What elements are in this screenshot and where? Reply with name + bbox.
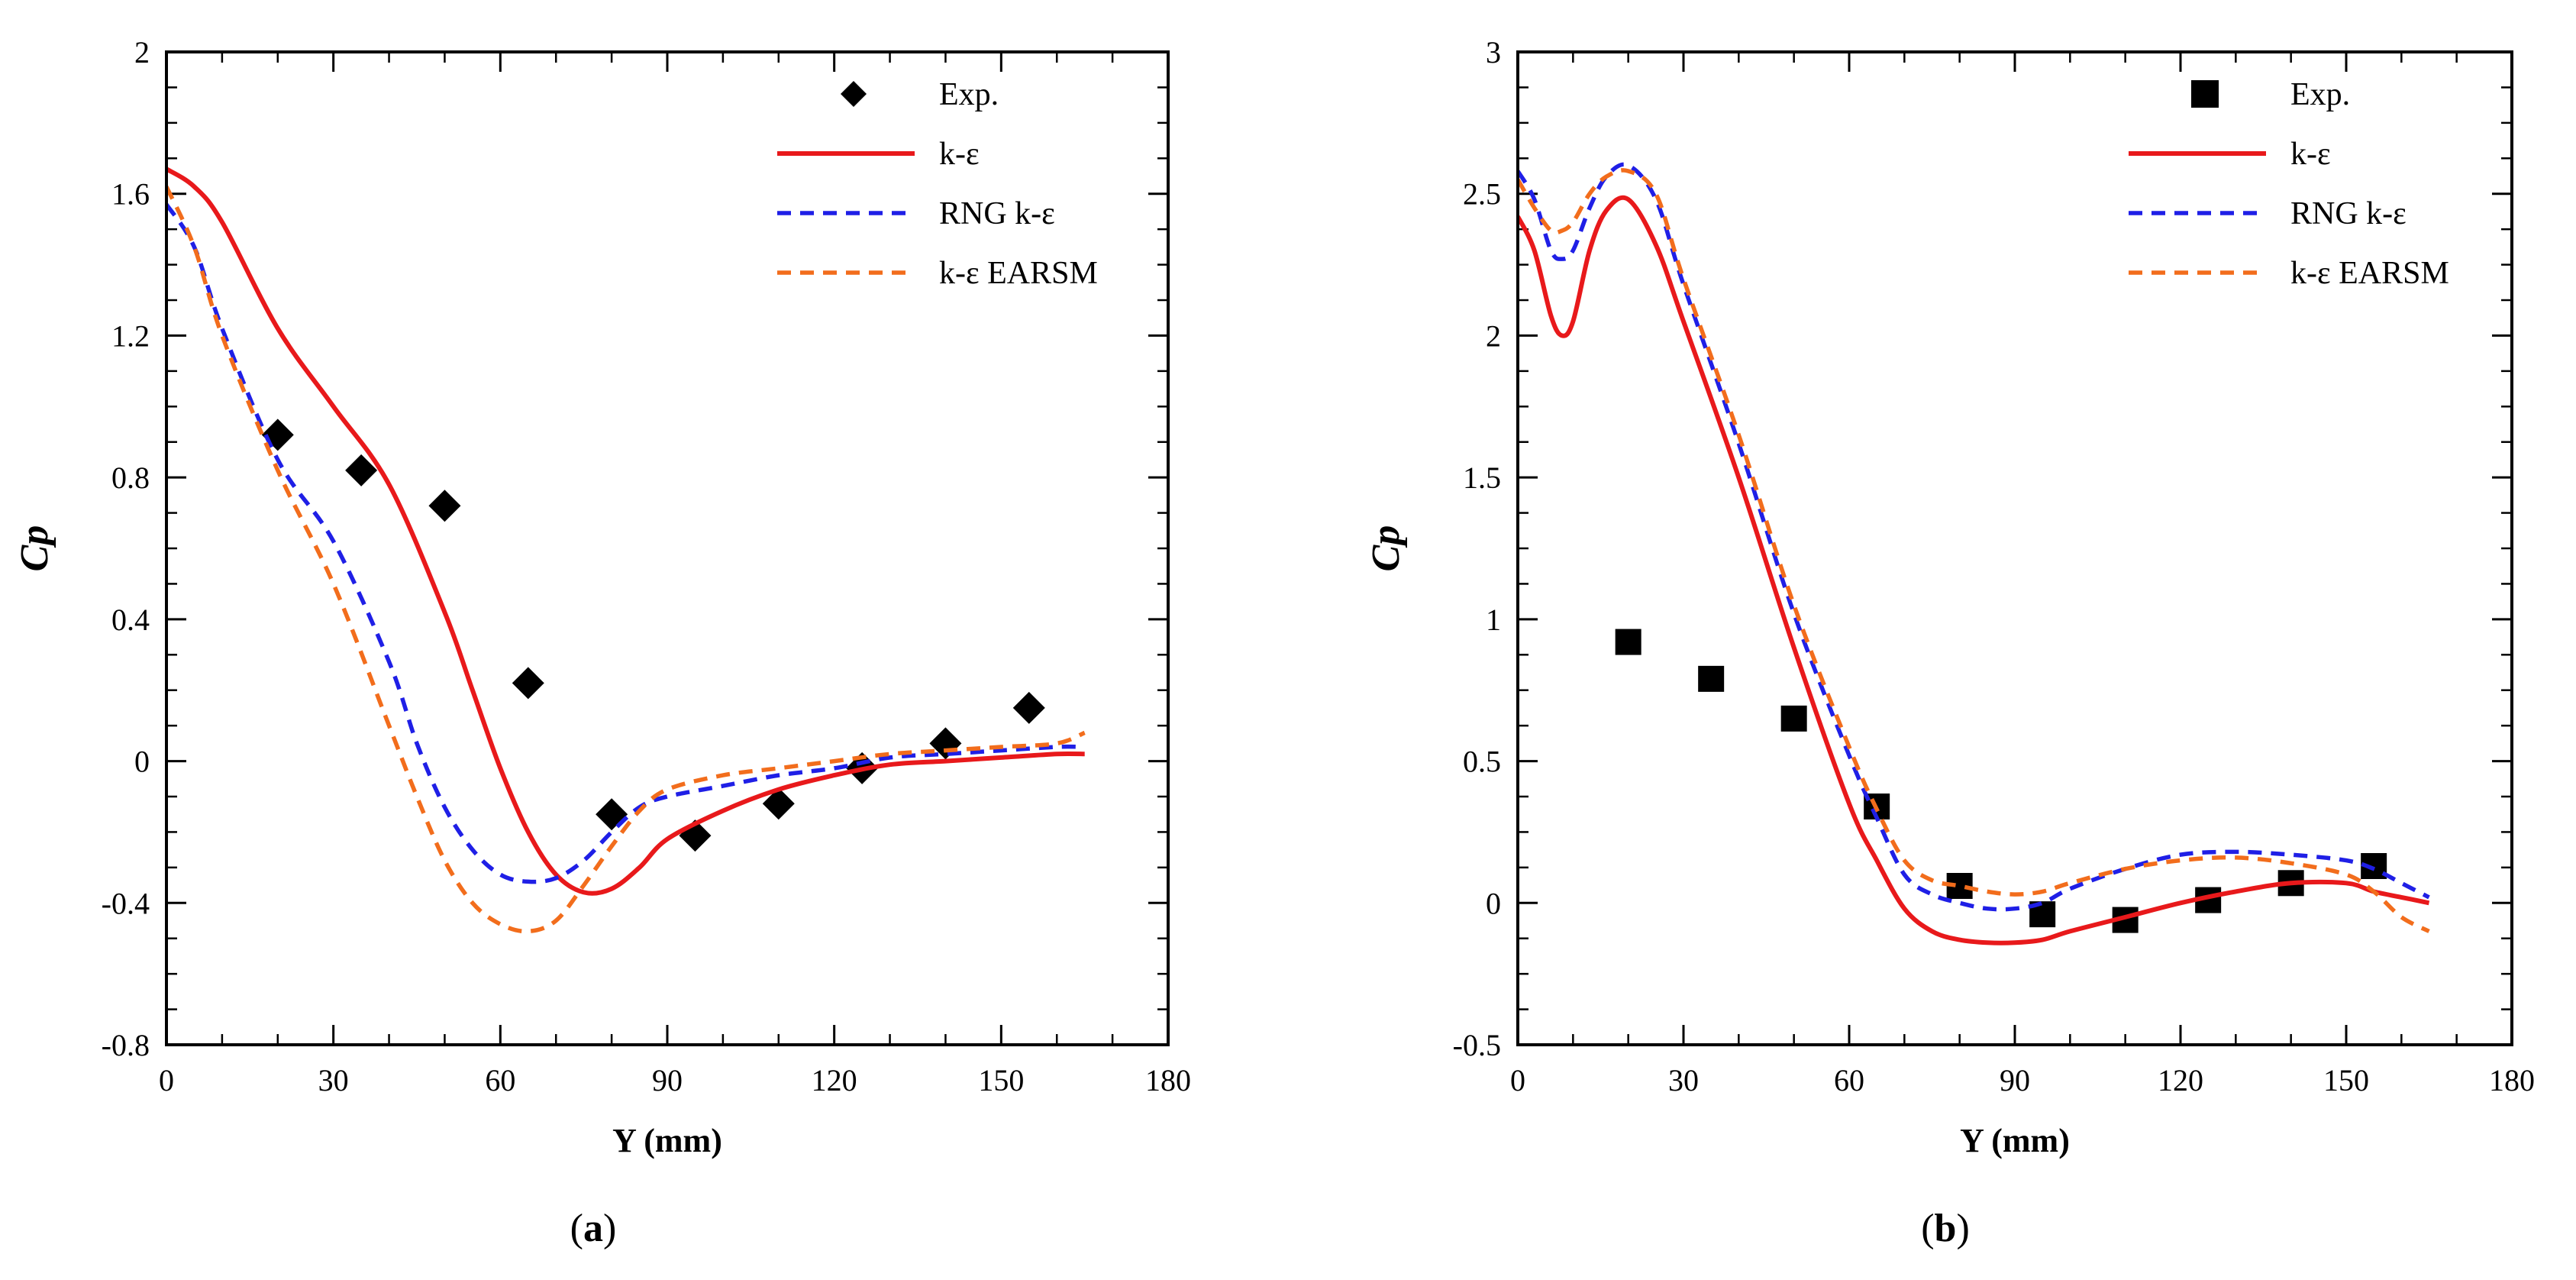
series-line-2	[166, 203, 1085, 884]
x-tick-label: 60	[1834, 1063, 1864, 1097]
exp-data-point	[428, 490, 461, 522]
legend: Exp. k-ε RNG k-ε k-ε EARSM	[777, 77, 1098, 291]
x-tick-label: 180	[2489, 1063, 2535, 1097]
y-tick-label: -0.5	[1453, 1028, 1501, 1062]
legend-label: RNG k-ε	[2290, 196, 2407, 231]
x-tick-label: 0	[1510, 1063, 1525, 1097]
legend: Exp. k-ε RNG k-ε k-ε EARSM	[2129, 77, 2449, 291]
legend-label: RNG k-ε	[939, 196, 1055, 231]
legend-label: k-ε	[939, 137, 980, 172]
y-tick-label: 3	[1486, 35, 1501, 69]
panel-label: (a)	[570, 1207, 617, 1250]
y-tick-label: 1.6	[111, 177, 150, 212]
series-line-2	[1518, 162, 2430, 912]
series-line-3	[166, 186, 1086, 934]
x-tick-label: 60	[485, 1063, 515, 1097]
legend-label: k-ε EARSM	[2290, 256, 2449, 291]
y-axis-title: Cp	[1364, 525, 1408, 572]
exp-data-point	[1780, 705, 1807, 732]
exp-data-point	[1698, 665, 1725, 692]
legend-marker-exp	[841, 81, 867, 107]
x-tick-label: 120	[2158, 1063, 2203, 1097]
x-tick-label: 90	[2000, 1063, 2030, 1097]
panel-label: (b)	[1921, 1207, 1970, 1250]
x-tick-label: 0	[159, 1063, 174, 1097]
chart-panel-a: 0 30 60 90 120 150 180 -0.8 -0.4 0 0.4 0.8 1.2 1.6 2 Ex…	[13, 35, 1191, 1250]
y-tick-label: 0	[134, 745, 150, 779]
y-tick-label: 1.5	[1463, 461, 1501, 495]
y-axis-title: Cp	[13, 525, 56, 572]
x-tick-label: 150	[2323, 1063, 2369, 1097]
y-tick-label: 2.5	[1463, 177, 1501, 212]
exp-data-point	[345, 454, 378, 486]
series-line-1	[1518, 195, 2430, 945]
legend-label: Exp.	[939, 77, 999, 112]
y-tick-label: -0.8	[102, 1028, 150, 1062]
x-axis-title: Y (mm)	[612, 1122, 722, 1159]
exp-data-point	[762, 787, 795, 820]
x-tick-label: 180	[1145, 1063, 1191, 1097]
legend-label: k-ε EARSM	[939, 256, 1098, 291]
legend-label: k-ε	[2290, 137, 2331, 172]
y-tick-label: 0.8	[111, 461, 150, 495]
y-tick-label: 0.4	[111, 603, 150, 637]
chart-panel-b: 0 30 60 90 120 150 180 -0.5 0 0.5 1 1.5 2 2.5 3 Exp. k-ε…	[1364, 35, 2535, 1250]
x-tick-label: 150	[978, 1063, 1024, 1097]
legend-marker-exp	[2191, 80, 2219, 108]
legend-label: Exp.	[2290, 77, 2350, 112]
y-tick-label: 1.2	[111, 318, 150, 353]
plot-frame	[165, 50, 1170, 1046]
plot-frame	[1516, 50, 2513, 1046]
x-tick-label: 30	[1668, 1063, 1699, 1097]
series-line-3	[1518, 168, 2430, 933]
exp-data-point	[1615, 629, 1641, 655]
exp-data-point	[1012, 691, 1045, 724]
x-tick-label: 90	[652, 1063, 683, 1097]
x-tick-label: 30	[318, 1063, 349, 1097]
y-tick-label: 1	[1486, 603, 1501, 637]
y-tick-label: 0	[1486, 886, 1501, 920]
series-line-1	[166, 166, 1085, 896]
x-tick-label: 120	[812, 1063, 857, 1097]
exp-data-point	[512, 667, 544, 700]
y-tick-label: 2	[134, 35, 150, 69]
x-axis-title: Y (mm)	[1960, 1122, 2070, 1159]
y-tick-label: -0.4	[102, 886, 150, 920]
exp-data-point	[596, 798, 628, 831]
y-tick-label: 2	[1486, 318, 1501, 353]
y-tick-label: 0.5	[1463, 745, 1501, 779]
